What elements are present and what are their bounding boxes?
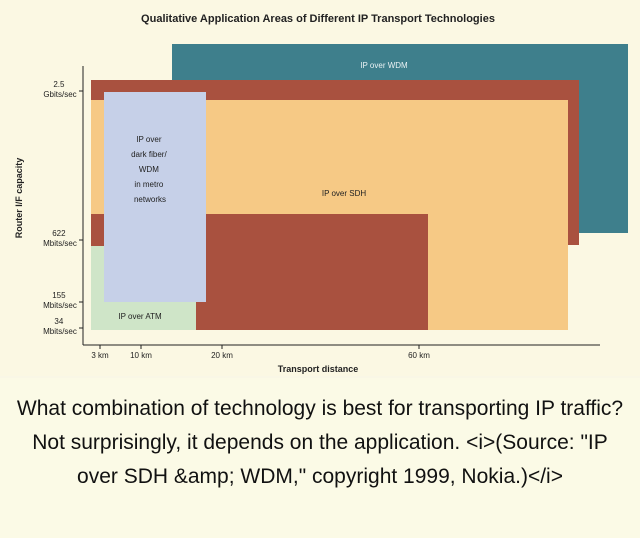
diagram-canvas: Qualitative Application Areas of Differe… — [14, 13, 628, 374]
x-tick-60km: 60 km — [408, 351, 430, 360]
region-label-sdh: IP over SDH — [322, 189, 367, 198]
region-label-dark-fiber: IP over dark fiber/ WDM in metro network… — [131, 135, 169, 204]
x-tick-3km: 3 km — [91, 351, 109, 360]
y-tick-155m: 155 Mbits/sec — [43, 291, 77, 310]
region-label-wdm: IP over WDM — [360, 61, 408, 70]
x-tick-10km: 10 km — [130, 351, 152, 360]
dark-fiber-line-2: dark fiber/ — [131, 150, 167, 159]
dark-fiber-line-1: IP over — [136, 135, 162, 144]
dark-fiber-line-5: networks — [134, 195, 166, 204]
y-tick-622m: 622 Mbits/sec — [43, 229, 77, 248]
diagram-title: Qualitative Application Areas of Differe… — [141, 13, 495, 25]
y-tick-2-5g: 2.5 Gbits/sec — [43, 80, 76, 99]
y-tick-34m: 34 Mbits/sec — [43, 317, 77, 336]
y-axis-label: Router I/F capacity — [14, 158, 24, 239]
technology-diagram: Qualitative Application Areas of Differe… — [14, 13, 628, 374]
x-tick-20km: 20 km — [211, 351, 233, 360]
dark-fiber-line-3: WDM — [139, 165, 159, 174]
region-dark-fiber-metro — [104, 92, 206, 302]
figure-caption: What combination of technology is best f… — [0, 378, 640, 538]
dark-fiber-line-4: in metro — [134, 180, 163, 189]
x-axis-label: Transport distance — [278, 364, 359, 374]
region-label-atm: IP over ATM — [118, 312, 162, 321]
